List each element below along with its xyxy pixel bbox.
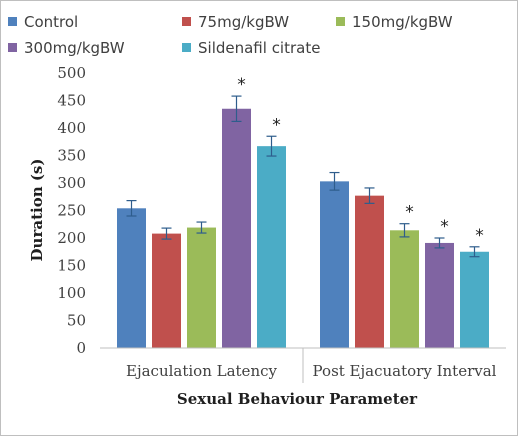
y-tick-label-1: 50 xyxy=(67,312,86,330)
y-axis-ticks: 0 50 100 150 200 250 300 350 400 450 500 xyxy=(57,64,86,357)
legend-label-4: Sildenafil citrate xyxy=(198,39,320,57)
y-tick-label-7: 350 xyxy=(57,147,86,165)
legend-swatch-0 xyxy=(8,17,17,26)
significance-marker-1-3: * xyxy=(440,217,449,237)
x-axis-title: Sexual Behaviour Parameter xyxy=(177,390,418,408)
bar-0-0 xyxy=(117,208,146,348)
legend-label-1: 75mg/kgBW xyxy=(198,13,289,31)
significance-marker-1-2: * xyxy=(405,203,414,223)
legend-label-0: Control xyxy=(24,13,78,31)
y-axis-title: Duration (s) xyxy=(28,159,46,262)
significance-marker-1-4: * xyxy=(475,226,484,246)
legend-label-3: 300mg/kgBW xyxy=(24,39,125,57)
bar-1-3 xyxy=(425,242,454,348)
x-axis-categories: Ejaculation Latency Post Ejacuatory Inter… xyxy=(126,362,497,380)
bar-1-4 xyxy=(460,251,489,348)
legend: Control 75mg/kgBW 150mg/kgBW 300mg/kgBW Sild… xyxy=(8,13,453,57)
y-tick-label-3: 150 xyxy=(57,257,86,275)
bar-1-1 xyxy=(355,195,384,348)
legend-swatch-2 xyxy=(336,17,345,26)
bar-0-3 xyxy=(222,108,251,348)
legend-swatch-3 xyxy=(8,43,17,52)
y-tick-label-10: 500 xyxy=(57,64,86,82)
bar-1-0 xyxy=(320,181,349,348)
significance-marker-0-3: * xyxy=(237,75,246,95)
legend-swatch-1 xyxy=(182,17,191,26)
bar-1-2 xyxy=(390,230,419,348)
bars: * * * * * xyxy=(117,75,489,348)
bar-0-2 xyxy=(187,227,216,348)
y-tick-label-8: 400 xyxy=(57,119,86,137)
significance-marker-0-4: * xyxy=(272,115,281,135)
legend-label-2: 150mg/kgBW xyxy=(352,13,453,31)
bar-0-4 xyxy=(257,146,286,348)
legend-swatch-4 xyxy=(182,43,191,52)
y-tick-label-4: 200 xyxy=(57,229,86,247)
y-tick-label-0: 0 xyxy=(76,339,86,357)
bar-0-1 xyxy=(152,233,181,348)
y-tick-label-2: 100 xyxy=(57,284,86,302)
y-tick-label-5: 250 xyxy=(57,202,86,220)
x-category-label-0: Ejaculation Latency xyxy=(126,362,278,380)
y-tick-label-6: 300 xyxy=(57,174,86,192)
y-tick-label-9: 450 xyxy=(57,92,86,110)
x-category-label-1: Post Ejacuatory Interval xyxy=(313,362,497,380)
